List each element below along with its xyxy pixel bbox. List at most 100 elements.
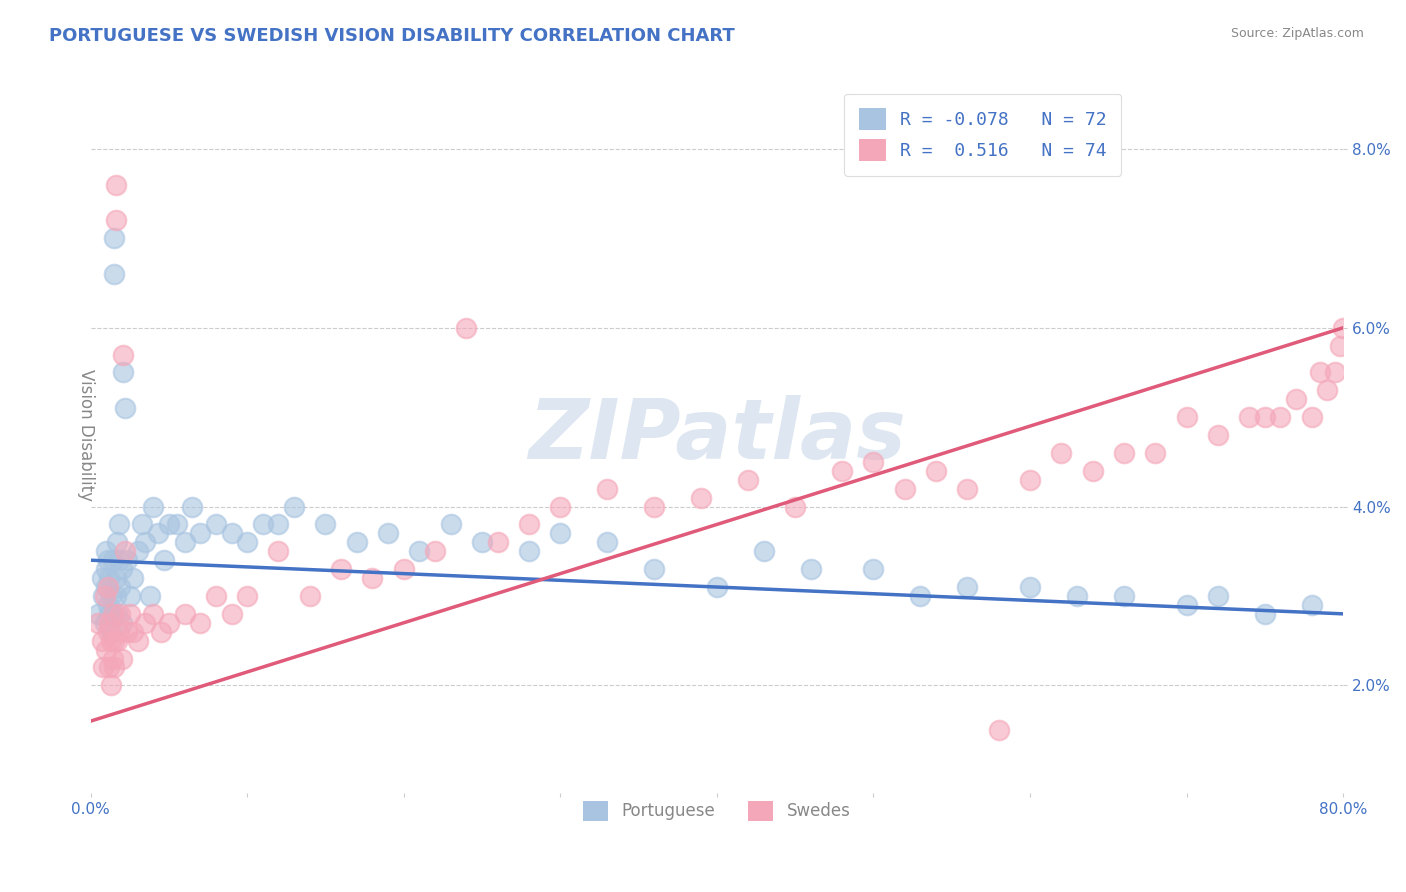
Point [150, 624, 173, 639]
Point [101, 553, 124, 567]
Point [298, 589, 321, 603]
Point [188, 526, 211, 541]
Point [283, 500, 305, 514]
Point [87, 607, 110, 621]
Point [157, 517, 180, 532]
Point [893, 482, 915, 496]
Point [330, 562, 353, 576]
Point [103, 231, 125, 245]
Point [118, 589, 141, 603]
Point [104, 178, 127, 192]
Point [925, 464, 948, 478]
Point [517, 544, 540, 558]
Point [173, 535, 195, 549]
Point [1206, 428, 1229, 442]
Point [100, 589, 122, 603]
Point [314, 517, 336, 532]
Point [690, 491, 713, 505]
Point [236, 535, 259, 549]
Point [105, 535, 128, 549]
Point [550, 526, 572, 541]
Point [103, 660, 125, 674]
Point [987, 723, 1010, 737]
Point [101, 607, 124, 621]
Point [103, 633, 125, 648]
Point [486, 535, 509, 549]
Point [236, 589, 259, 603]
Y-axis label: Vision Disability: Vision Disability [77, 369, 94, 501]
Point [105, 607, 128, 621]
Point [1301, 598, 1323, 612]
Point [122, 624, 145, 639]
Point [188, 615, 211, 630]
Point [361, 571, 384, 585]
Point [97, 598, 120, 612]
Point [101, 651, 124, 665]
Point [98, 571, 121, 585]
Point [1050, 446, 1073, 460]
Point [596, 535, 619, 549]
Point [1144, 446, 1167, 460]
Point [205, 517, 228, 532]
Point [221, 607, 243, 621]
Point [100, 624, 122, 639]
Point [96, 580, 118, 594]
Point [142, 500, 165, 514]
Text: ZIPatlas: ZIPatlas [527, 394, 905, 475]
Point [252, 517, 274, 532]
Point [111, 651, 134, 665]
Point [91, 660, 114, 674]
Point [96, 642, 118, 657]
Point [596, 482, 619, 496]
Point [408, 544, 430, 558]
Point [87, 615, 110, 630]
Point [831, 464, 853, 478]
Point [1019, 473, 1042, 487]
Point [101, 607, 124, 621]
Point [107, 553, 129, 567]
Point [1066, 589, 1088, 603]
Point [1081, 464, 1104, 478]
Point [752, 544, 775, 558]
Point [1309, 366, 1331, 380]
Point [97, 624, 120, 639]
Point [1206, 589, 1229, 603]
Point [1112, 446, 1135, 460]
Point [392, 562, 415, 576]
Point [157, 615, 180, 630]
Point [550, 500, 572, 514]
Point [862, 455, 884, 469]
Point [127, 633, 149, 648]
Point [115, 624, 138, 639]
Point [107, 517, 129, 532]
Point [153, 553, 176, 567]
Point [107, 624, 129, 639]
Point [142, 607, 165, 621]
Point [104, 571, 127, 585]
Point [96, 562, 118, 576]
Point [139, 589, 162, 603]
Point [956, 482, 979, 496]
Point [706, 580, 728, 594]
Point [643, 562, 665, 576]
Point [112, 348, 135, 362]
Point [440, 517, 463, 532]
Text: Source: ZipAtlas.com: Source: ZipAtlas.com [1230, 27, 1364, 40]
Point [134, 615, 156, 630]
Point [346, 535, 368, 549]
Point [93, 615, 115, 630]
Point [1285, 392, 1308, 407]
Point [131, 517, 153, 532]
Point [737, 473, 759, 487]
Point [97, 580, 120, 594]
Point [517, 517, 540, 532]
Point [1112, 589, 1135, 603]
Point [134, 535, 156, 549]
Point [98, 660, 121, 674]
Point [118, 607, 141, 621]
Point [98, 615, 121, 630]
Point [96, 544, 118, 558]
Point [111, 562, 134, 576]
Point [785, 500, 807, 514]
Point [127, 544, 149, 558]
